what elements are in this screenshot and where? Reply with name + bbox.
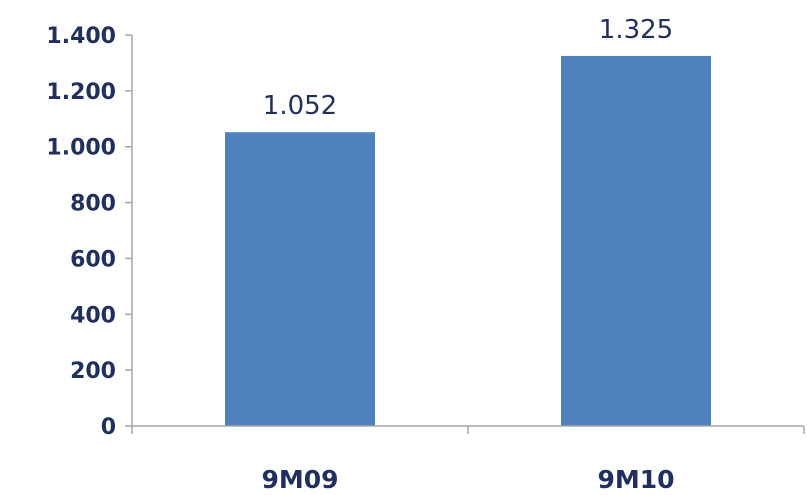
x-tick-label-9m10: 9M10 — [597, 465, 674, 494]
y-tick-label: 1.000 — [46, 136, 116, 161]
y-tick-label: 600 — [70, 247, 116, 272]
y-tick-label: 1.400 — [46, 24, 116, 49]
bar-9m10 — [561, 55, 711, 426]
y-tick-label: 1.200 — [46, 80, 116, 105]
y-axis: 0 200 400 600 800 1.000 1.200 1.400 — [46, 24, 133, 440]
data-labels: 1.052 1.325 — [263, 15, 673, 121]
bar-9m09 — [225, 132, 375, 427]
y-tick-label: 800 — [70, 192, 116, 217]
y-tick-label: 400 — [70, 303, 116, 328]
y-tick-label: 0 — [101, 415, 116, 440]
data-label-9m10: 1.325 — [599, 15, 673, 45]
x-axis: 9M09 9M10 — [131, 425, 805, 494]
data-label-9m09: 1.052 — [263, 91, 337, 121]
bars — [225, 55, 711, 427]
y-tick-label: 200 — [70, 359, 116, 384]
x-tick-label-9m09: 9M09 — [261, 465, 338, 494]
